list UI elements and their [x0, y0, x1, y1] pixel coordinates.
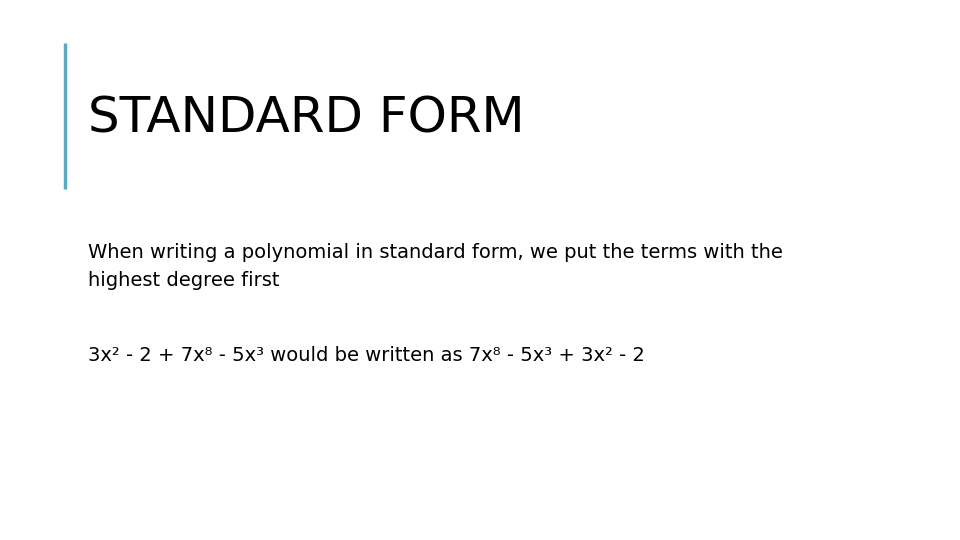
Text: 3x² - 2 + 7x⁸ - 5x³ would be written as 7x⁸ - 5x³ + 3x² - 2: 3x² - 2 + 7x⁸ - 5x³ would be written as …: [88, 346, 645, 365]
Text: STANDARD FORM: STANDARD FORM: [88, 95, 525, 143]
Text: When writing a polynomial in standard form, we put the terms with the
highest de: When writing a polynomial in standard fo…: [88, 243, 783, 290]
